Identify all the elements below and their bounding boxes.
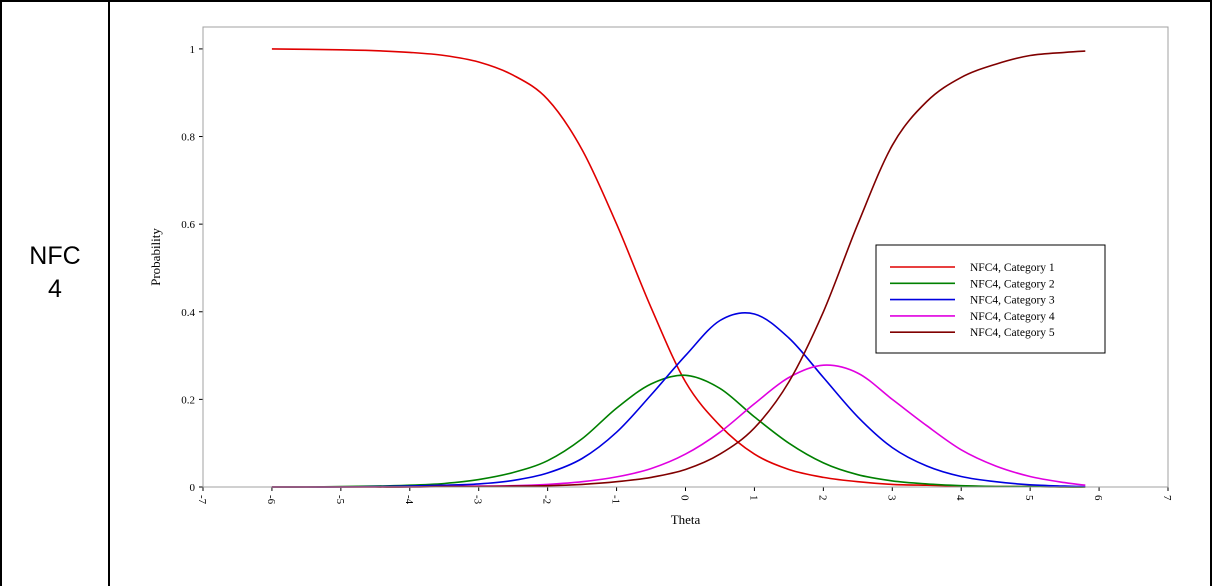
y-tick-label: 0.2 bbox=[181, 394, 195, 406]
row-label: NFC 4 bbox=[2, 240, 108, 306]
y-tick-label: 0.8 bbox=[181, 132, 195, 144]
x-tick-label: -3 bbox=[472, 495, 484, 505]
y-tick-label: 0 bbox=[190, 482, 196, 494]
row-label-line2: 4 bbox=[48, 275, 62, 303]
x-tick-label: 2 bbox=[816, 495, 828, 501]
column-divider bbox=[108, 0, 110, 586]
legend-entry-label: NFC4, Category 3 bbox=[970, 295, 1055, 307]
y-tick-label: 1 bbox=[190, 44, 196, 56]
x-tick-label: 0 bbox=[679, 495, 691, 501]
legend-entry-label: NFC4, Category 4 bbox=[970, 311, 1055, 323]
x-tick-label: -2 bbox=[541, 495, 553, 504]
x-axis-label: Theta bbox=[671, 512, 701, 527]
x-tick-label: -5 bbox=[334, 495, 346, 505]
legend-entry-label: NFC4, Category 1 bbox=[970, 262, 1055, 274]
x-tick-label: 3 bbox=[885, 495, 897, 501]
x-tick-label: -6 bbox=[265, 495, 277, 505]
y-tick-label: 0.4 bbox=[181, 307, 195, 319]
y-tick-label: 0.6 bbox=[181, 219, 195, 231]
series-line-category-3 bbox=[271, 311, 1086, 488]
x-tick-label: 4 bbox=[954, 495, 966, 501]
plot-frame bbox=[202, 26, 1169, 488]
y-axis-label: Probability bbox=[148, 228, 163, 286]
legend-entry-label: NFC4, Category 5 bbox=[970, 327, 1055, 339]
x-tick-label: -4 bbox=[403, 495, 415, 505]
series-line-category-2 bbox=[271, 374, 1086, 488]
legend: NFC4, Category 1 NFC4, Category 2 NFC4, Ca… bbox=[875, 244, 1106, 354]
x-tick-label: 1 bbox=[747, 495, 759, 501]
x-tick-label: 5 bbox=[1023, 495, 1035, 501]
series-line-category-4 bbox=[271, 364, 1086, 488]
x-tick-label: 6 bbox=[1092, 495, 1104, 501]
x-tick-label: 7 bbox=[1161, 495, 1173, 501]
x-tick-label: -1 bbox=[610, 495, 622, 504]
legend-entry-label: NFC4, Category 2 bbox=[970, 278, 1055, 290]
row-label-line1: NFC bbox=[29, 242, 81, 270]
x-tick-label: -7 bbox=[196, 495, 208, 505]
